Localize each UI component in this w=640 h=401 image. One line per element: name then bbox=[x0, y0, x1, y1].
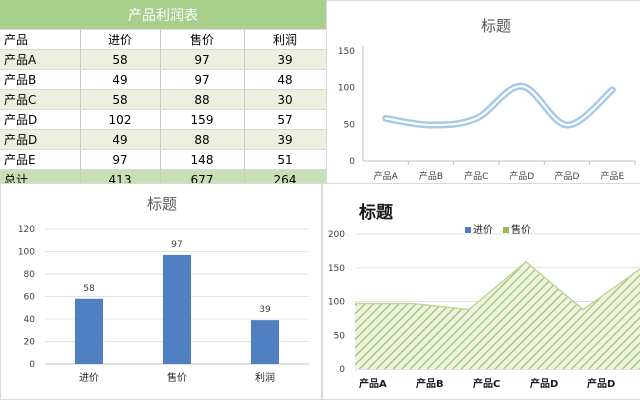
x-tick-label: 产品D bbox=[587, 377, 615, 390]
chart-title: 标题 bbox=[147, 195, 177, 213]
y-tick-label: 20 bbox=[24, 338, 36, 348]
table-header-row: 产品 进价 售价 利润 bbox=[0, 29, 327, 50]
x-tick-label: 产品C bbox=[464, 170, 488, 182]
data-label: 39 bbox=[259, 305, 271, 315]
bar bbox=[75, 298, 103, 364]
table-cell[interactable]: 39 bbox=[244, 129, 327, 150]
table-cell[interactable]: 39 bbox=[244, 49, 327, 70]
bar-chart: 标题 0 20 40 60 80 100 120 58 进价 97 售价 39 利润 bbox=[18, 195, 309, 384]
table-row: 产品D 49 88 39 bbox=[0, 129, 327, 150]
y-tick-label: 50 bbox=[344, 120, 356, 130]
table-cell[interactable]: 97 bbox=[160, 49, 245, 70]
y-tick-label: 60 bbox=[24, 293, 36, 303]
bar bbox=[251, 320, 279, 364]
table-cell[interactable]: 58 bbox=[80, 89, 161, 110]
data-label: 58 bbox=[83, 284, 95, 294]
y-tick-label: 100 bbox=[18, 248, 35, 258]
y-tick-label: 80 bbox=[24, 270, 36, 280]
profit-table: 产品利润表 产品 进价 售价 利润 产品A 58 97 39 产品B 49 97… bbox=[0, 0, 327, 190]
table-cell[interactable]: 148 bbox=[160, 149, 245, 170]
table-cell[interactable]: 30 bbox=[244, 89, 327, 110]
chart-title: 标题 bbox=[359, 202, 394, 223]
table-cell[interactable]: 159 bbox=[160, 109, 245, 130]
x-tick-label: 售价 bbox=[167, 371, 187, 384]
y-tick-label: 150 bbox=[338, 47, 355, 57]
table-cell[interactable]: 49 bbox=[80, 129, 161, 150]
table-cell[interactable]: 97 bbox=[160, 69, 245, 90]
y-tick-label: 40 bbox=[24, 315, 36, 325]
table-row: 产品E 97 148 51 bbox=[0, 149, 327, 170]
x-tick-label: 利润 bbox=[255, 371, 275, 384]
y-tick-label: 0 bbox=[349, 157, 355, 167]
table-cell[interactable]: 57 bbox=[244, 109, 327, 130]
table-cell[interactable]: 51 bbox=[244, 149, 327, 170]
y-tick-label: 50 bbox=[334, 331, 346, 341]
chart-title: 标题 bbox=[481, 17, 511, 35]
x-tick-label: 产品A bbox=[359, 377, 387, 390]
table-cell[interactable]: 48 bbox=[244, 69, 327, 90]
table-cell[interactable]: 产品A bbox=[0, 49, 81, 70]
table-row: 产品D 102 159 57 bbox=[0, 109, 327, 130]
area-chart-panel[interactable]: 标题 050100150200产品A产品B产品C产品D产品D产品E进价售价 bbox=[322, 183, 640, 400]
y-tick-label: 150 bbox=[328, 264, 345, 274]
table-cell[interactable]: 102 bbox=[80, 109, 161, 130]
table-cell[interactable]: 97 bbox=[80, 149, 161, 170]
area-chart: 标题 050100150200产品A产品B产品C产品D产品D产品E进价售价 bbox=[328, 202, 640, 390]
y-tick-label: 0 bbox=[339, 365, 345, 375]
table-cell[interactable]: 产品C bbox=[0, 89, 81, 110]
table-title[interactable]: 产品利润表 bbox=[0, 0, 326, 30]
series-line-glow bbox=[382, 82, 616, 129]
x-tick-label: 产品D bbox=[509, 170, 534, 182]
legend-swatch bbox=[465, 227, 471, 233]
table-row: 产品A 58 97 39 bbox=[0, 49, 327, 70]
table-row: 产品B 49 97 48 bbox=[0, 69, 327, 90]
x-tick-label: 产品C bbox=[473, 377, 500, 390]
legend-label: 售价 bbox=[511, 223, 531, 236]
table-cell[interactable]: 58 bbox=[80, 49, 161, 70]
legend-label: 进价 bbox=[473, 224, 493, 236]
table-title-row: 产品利润表 bbox=[0, 0, 326, 30]
x-tick-label: 进价 bbox=[79, 372, 99, 384]
y-tick-label: 120 bbox=[18, 225, 35, 235]
area-series-fill bbox=[355, 261, 640, 369]
line-chart-panel[interactable]: 标题 0 50 100 150 产品A 产品B 产品C 产品D 产品D 产品E bbox=[326, 0, 640, 184]
y-tick-label: 100 bbox=[328, 298, 345, 308]
table-cell[interactable]: 产品D bbox=[0, 129, 81, 150]
data-label: 97 bbox=[171, 240, 182, 250]
area-series-edge bbox=[355, 260, 640, 311]
x-tick-label: 产品E bbox=[600, 170, 624, 182]
y-tick-label: 100 bbox=[338, 84, 355, 94]
bar-chart-panel[interactable]: 标题 0 20 40 60 80 100 120 58 进价 97 售价 39 利润 bbox=[0, 183, 322, 400]
x-tick-label: 产品D bbox=[530, 377, 558, 390]
table-cell[interactable]: 产品D bbox=[0, 109, 81, 130]
table-cell[interactable]: 88 bbox=[160, 89, 245, 110]
table-cell[interactable]: 88 bbox=[160, 129, 245, 150]
bar bbox=[163, 254, 191, 364]
legend-swatch bbox=[503, 227, 509, 233]
y-tick-label: 0 bbox=[29, 360, 35, 370]
line-chart: 标题 0 50 100 150 产品A 产品B 产品C 产品D 产品D 产品E bbox=[338, 17, 636, 182]
x-tick-label: 产品B bbox=[419, 170, 443, 182]
y-tick-label: 200 bbox=[328, 230, 345, 240]
table-cell[interactable]: 产品E bbox=[0, 149, 81, 170]
x-tick-label: 产品D bbox=[555, 170, 580, 182]
header-cell[interactable]: 进价 bbox=[80, 29, 161, 50]
header-cell[interactable]: 产品 bbox=[0, 29, 81, 50]
header-cell[interactable]: 售价 bbox=[160, 29, 245, 50]
table-cell[interactable]: 产品B bbox=[0, 69, 81, 90]
table-row: 产品C 58 88 30 bbox=[0, 89, 327, 110]
x-tick-label: 产品B bbox=[416, 377, 444, 390]
series-line bbox=[384, 85, 614, 127]
header-cell[interactable]: 利润 bbox=[244, 29, 327, 50]
x-tick-label: 产品A bbox=[374, 170, 399, 182]
table-cell[interactable]: 49 bbox=[80, 69, 161, 90]
